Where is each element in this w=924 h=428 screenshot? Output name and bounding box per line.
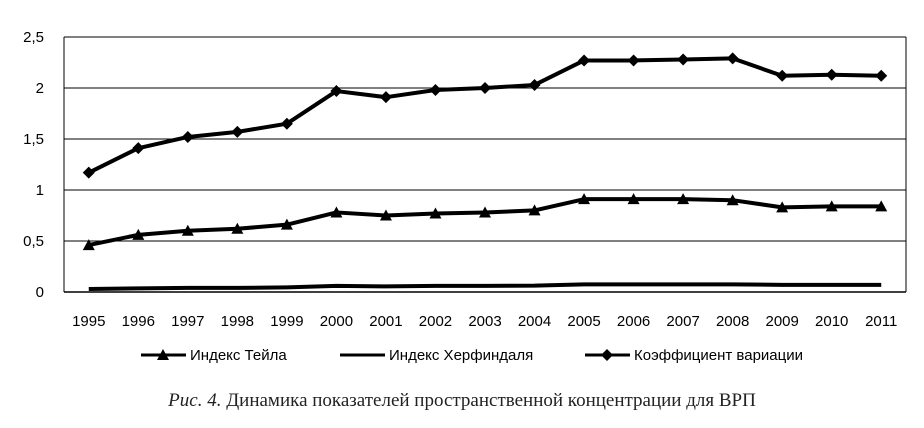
x-tick-label: 2001: [369, 313, 402, 330]
data-point-triangle: [578, 193, 591, 205]
data-point-diamond: [82, 166, 95, 179]
data-point-triangle: [181, 224, 194, 236]
legend-label: Индекс Тейла: [190, 347, 287, 364]
y-tick-label: 2,5: [23, 29, 44, 46]
x-tick-label: 1997: [171, 313, 204, 330]
data-point-triangle: [132, 228, 145, 240]
data-point-diamond: [776, 69, 789, 82]
series-2: [82, 52, 888, 179]
y-tick-label: 1: [36, 182, 44, 199]
series-0: [82, 193, 888, 251]
axes: [63, 37, 907, 293]
data-point-diamond: [677, 53, 690, 66]
x-tick-label: 2003: [468, 313, 501, 330]
data-point-triangle: [157, 349, 169, 360]
data-point-triangle: [825, 200, 838, 212]
legend: Индекс Тейла Индекс Херфиндаля Коэффициент…: [141, 347, 803, 364]
data-point-triangle: [280, 218, 293, 230]
x-tick-label: 1995: [72, 313, 105, 330]
data-point-diamond: [181, 130, 194, 143]
y-tick-label: 1,5: [23, 131, 44, 148]
legend-entry-2: Коэффициент вариации: [585, 347, 803, 364]
series-line: [88, 197, 882, 248]
x-tick-label: 1998: [221, 313, 254, 330]
x-tick-label: 1999: [270, 313, 303, 330]
data-point-diamond: [578, 54, 591, 67]
data-point-triangle: [82, 239, 95, 251]
x-axis-tick-labels: 1995 1996 1997 1998 1999 2000 2001 2002 2003 2004…: [72, 313, 897, 330]
caption-label: Рис. 4.: [168, 390, 222, 411]
x-tick-label: 2005: [567, 313, 600, 330]
x-tick-label: 2011: [865, 313, 897, 330]
x-tick-label: 2010: [815, 313, 848, 330]
data-point-triangle: [379, 209, 392, 221]
caption-text: Динамика показателей пространственной ко…: [221, 390, 756, 411]
data-point-diamond: [379, 91, 392, 104]
data-point-diamond: [627, 54, 640, 67]
data-point-diamond: [429, 84, 442, 97]
data-point-triangle: [677, 193, 690, 205]
x-tick-label: 2009: [765, 313, 798, 330]
x-tick-label: 2002: [419, 313, 452, 330]
data-point-triangle: [479, 206, 491, 218]
data-point-triangle: [875, 200, 888, 212]
x-tick-label: 2004: [518, 313, 551, 330]
data-point-triangle: [429, 207, 442, 219]
data-point-triangle: [726, 194, 739, 206]
y-tick-label: 0: [36, 284, 44, 301]
y-axis-tick-labels: 0 0,5 1 1,5 2 2,5: [23, 29, 44, 301]
x-tick-label: 2006: [617, 313, 650, 330]
data-point-triangle: [231, 222, 244, 234]
data-point-diamond: [280, 117, 293, 130]
y-tick-label: 2: [36, 80, 44, 97]
series-line: [88, 282, 882, 291]
data-point-diamond: [132, 142, 145, 155]
data-point-triangle: [330, 206, 343, 218]
data-point-diamond: [231, 125, 244, 138]
data-point-diamond: [601, 349, 613, 361]
x-tick-label: 2000: [320, 313, 353, 330]
data-point-diamond: [528, 78, 541, 91]
data-point-triangle: [776, 201, 789, 213]
data-point-diamond: [330, 85, 343, 98]
series-1: [88, 282, 882, 291]
series-group: [82, 52, 888, 291]
figure-caption: Рис. 4. Динамика показателей пространств…: [0, 390, 924, 412]
data-point-diamond: [875, 69, 888, 82]
series-line: [87, 56, 882, 175]
y-tick-label: 0,5: [23, 233, 44, 250]
data-point-diamond: [726, 52, 739, 65]
data-point-diamond: [479, 82, 491, 94]
legend-label: Коэффициент вариации: [634, 347, 803, 364]
line-chart: 0 0,5 1 1,5 2 2,5 1995 1996 1997 1998 1999 2000 200…: [23, 29, 907, 364]
legend-entry-0: Индекс Тейла: [141, 347, 287, 364]
x-tick-label: 2008: [716, 313, 749, 330]
data-point-triangle: [528, 204, 541, 216]
legend-label: Индекс Херфиндаля: [389, 347, 533, 364]
legend-entry-1: Индекс Херфиндаля: [340, 347, 533, 364]
data-point-diamond: [825, 68, 838, 81]
x-tick-label: 1996: [122, 313, 155, 330]
x-tick-label: 2007: [666, 313, 699, 330]
data-point-triangle: [627, 193, 640, 205]
